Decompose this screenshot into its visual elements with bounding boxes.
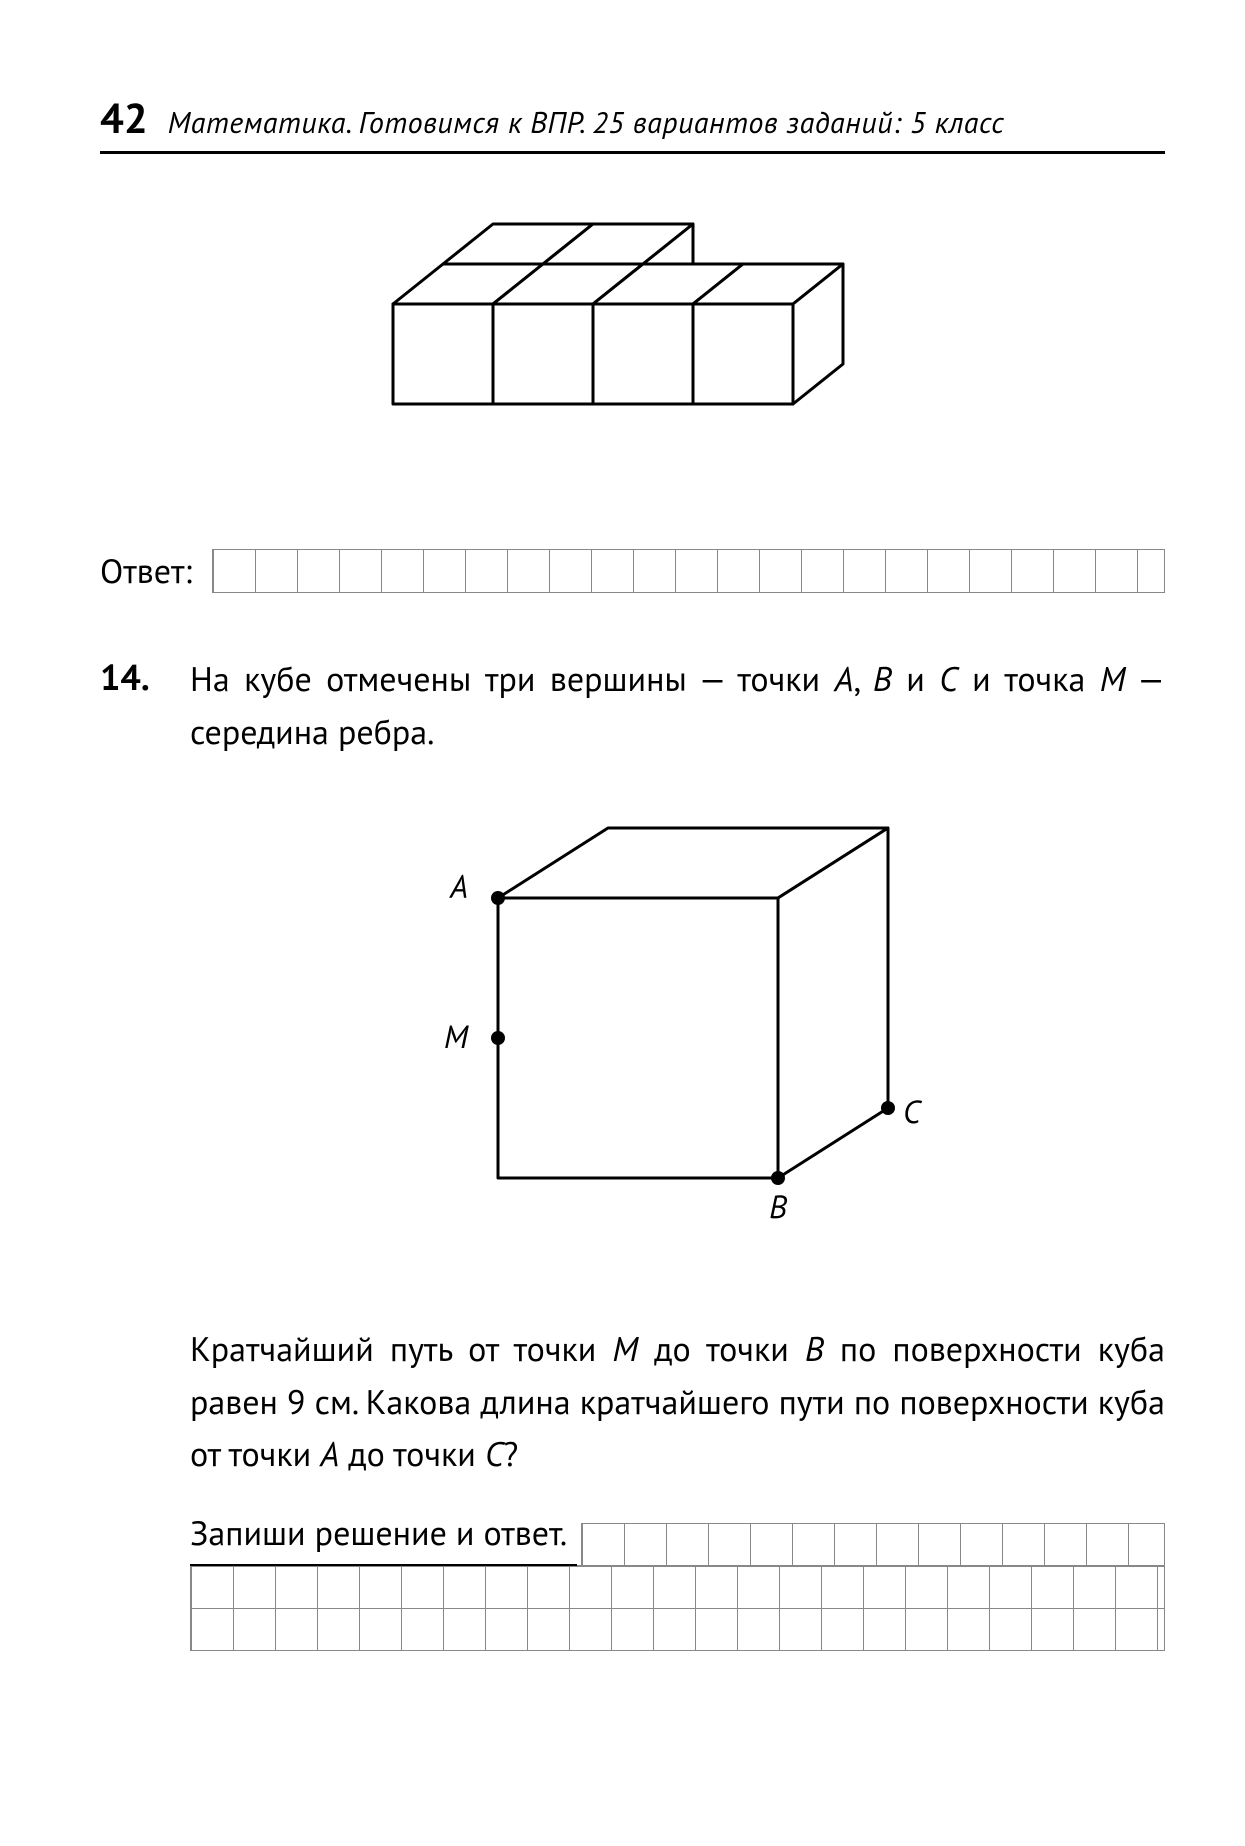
label-C: C [903, 1090, 923, 1132]
task-body: На кубе отмечены три вершины — точки A, … [190, 653, 1165, 1651]
solution-area: Запиши решение и ответ. [190, 1507, 1165, 1651]
label-M: M [443, 1015, 468, 1057]
task-14: 14. На кубе отмечены три вершины — точки… [100, 653, 1165, 1651]
label-B: B [769, 1185, 787, 1227]
task-text-2: Кратчайший путь от точки M до точки B по… [190, 1323, 1165, 1481]
task-number: 14. [100, 653, 190, 1651]
solution-grid[interactable] [190, 1565, 1165, 1651]
cubes-svg [323, 194, 943, 494]
page-header: 42 Математика. Готовимся к ВПР. 25 вариа… [100, 90, 1165, 154]
page: 42 Математика. Готовимся к ВПР. 25 вариа… [0, 0, 1245, 1846]
answer-row: Ответ: [100, 549, 1165, 593]
label-A: A [448, 865, 468, 907]
figure-cubes-block [100, 194, 1165, 499]
header-title: Математика. Готовимся к ВПР. 25 варианто… [168, 103, 1005, 142]
answer-grid[interactable] [212, 549, 1165, 593]
answer-label: Ответ: [100, 549, 192, 593]
page-number: 42 [100, 90, 148, 145]
solution-grid-top[interactable] [581, 1523, 1165, 1566]
task-text-1: На кубе отмечены три вершины — точки A, … [190, 653, 1165, 758]
solution-label: Запиши решение и ответ. [190, 1507, 577, 1566]
figure-cube-labeled: A M B C [190, 788, 1165, 1283]
cube-svg: A M B C [398, 788, 958, 1268]
